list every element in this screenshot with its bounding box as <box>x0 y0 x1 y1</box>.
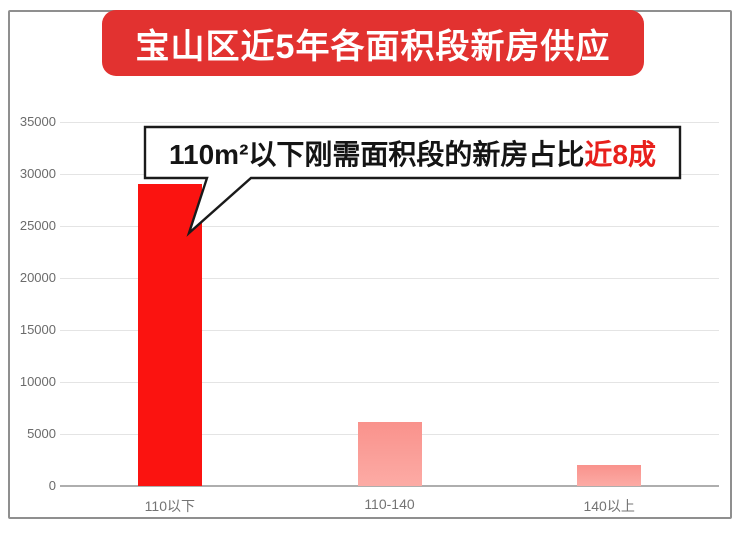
chart-title-banner: 宝山区近5年各面积段新房供应 <box>102 10 644 76</box>
y-axis-tick-label: 20000 <box>19 270 56 285</box>
callout-text-black: 110m²以下刚需面积段的新房占比 <box>169 138 585 170</box>
y-axis-tick-label: 10000 <box>19 374 56 389</box>
y-axis-tick-label: 35000 <box>19 114 56 129</box>
gridline <box>60 122 719 123</box>
y-axis-tick-label: 5000 <box>27 426 56 441</box>
y-axis-tick-label: 0 <box>48 478 56 493</box>
gridline <box>60 382 719 383</box>
gridline <box>60 330 719 331</box>
x-axis-baseline <box>60 485 719 487</box>
chart-card: 宝山区近5年各面积段新房供应 0 5000 10000 15000 20000 25000… <box>8 10 732 519</box>
callout-annotation: 110m²以下刚需面积段的新房占比 近8成 <box>145 127 680 178</box>
bar-110以下 <box>137 184 202 486</box>
x-axis-tick-label: 110-140 <box>364 496 415 512</box>
x-axis-tick-label: 140以上 <box>583 498 635 514</box>
bar-140以上 <box>577 465 642 486</box>
chart-title: 宝山区近5年各面积段新房供应 <box>135 27 611 66</box>
gridline <box>60 278 719 279</box>
y-axis-tick-label: 30000 <box>19 166 56 181</box>
bar-110-140 <box>357 421 422 486</box>
y-axis-tick-label: 25000 <box>19 218 56 233</box>
y-axis-tick-label: 15000 <box>19 322 56 337</box>
x-axis-tick-label: 110以下 <box>144 498 195 514</box>
callout-text-red: 近8成 <box>584 138 656 170</box>
